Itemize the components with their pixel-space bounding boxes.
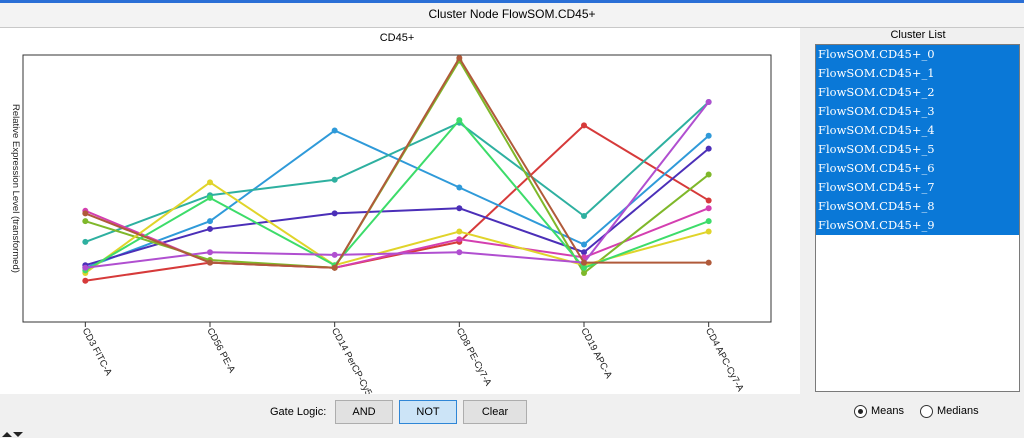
x-tick-label: CD8 PE-Cy7-A — [454, 326, 494, 388]
data-point — [331, 127, 338, 134]
data-point — [207, 194, 213, 201]
series-line — [84, 101, 710, 243]
cluster-list-item[interactable]: FlowSOM.CD45+_9 — [816, 216, 1019, 235]
data-point — [581, 264, 587, 271]
data-point — [581, 212, 587, 219]
data-point — [705, 132, 712, 139]
cluster-list-item[interactable]: FlowSOM.CD45+_8 — [816, 197, 1019, 216]
data-point — [331, 264, 338, 271]
means-label: Means — [871, 405, 905, 417]
data-point — [456, 55, 463, 61]
plot-frame — [22, 54, 772, 323]
cluster-list-item[interactable]: FlowSOM.CD45+_0 — [816, 45, 1019, 64]
means-radio[interactable]: Means — [854, 404, 904, 418]
data-point — [82, 210, 89, 217]
series-line — [84, 57, 709, 269]
cluster-list-item[interactable]: FlowSOM.CD45+_7 — [816, 178, 1019, 197]
data-point — [207, 249, 213, 256]
data-point — [581, 122, 587, 129]
data-point — [705, 145, 712, 152]
x-tick-label: CD4 APC-Cy7-A — [703, 326, 746, 394]
data-point — [705, 171, 712, 178]
data-point — [456, 184, 463, 191]
cluster-list-title: Cluster List — [890, 29, 946, 41]
data-point — [705, 197, 712, 204]
x-tick-label: CD19 APC-A — [578, 326, 614, 381]
data-point — [705, 205, 712, 212]
data-point — [82, 238, 89, 245]
radio-unselected-icon — [920, 404, 933, 418]
cluster-list[interactable]: FlowSOM.CD45+_0 FlowSOM.CD45+_1 FlowSOM.CD… — [815, 44, 1020, 392]
x-tick-label: CD56 PE-A — [204, 326, 237, 375]
cluster-list-item[interactable]: FlowSOM.CD45+_6 — [816, 159, 1019, 178]
data-point — [456, 228, 463, 235]
data-point — [705, 228, 712, 235]
data-point — [581, 241, 587, 248]
line-chart: CD45+ Relative Expression Level (transfor… — [10, 32, 772, 394]
data-point — [82, 218, 89, 225]
data-point — [705, 99, 712, 106]
data-point — [207, 225, 213, 232]
data-point — [82, 277, 89, 284]
data-point — [456, 205, 463, 212]
cluster-list-item[interactable]: FlowSOM.CD45+_2 — [816, 83, 1019, 102]
collapse-arrows-icon[interactable] — [0, 430, 30, 438]
cluster-list-item[interactable]: FlowSOM.CD45+_4 — [816, 121, 1019, 140]
chart-panel: CD45+ Relative Expression Level (transfor… — [0, 28, 800, 394]
x-tick-label: CD14 PerCP-Cy5.5-A — [329, 326, 382, 394]
gate-logic-label: Gate Logic: — [270, 406, 327, 418]
data-point — [581, 249, 587, 256]
clear-button[interactable]: Clear — [463, 400, 527, 424]
data-point — [207, 259, 213, 266]
and-button[interactable]: AND — [335, 400, 393, 424]
series-line — [84, 119, 710, 272]
chart-title: CD45+ — [380, 32, 415, 44]
data-point — [705, 218, 712, 225]
cluster-list-item[interactable]: FlowSOM.CD45+_5 — [816, 140, 1019, 159]
data-point — [581, 269, 587, 276]
data-point — [456, 249, 463, 256]
window-accent-line — [0, 0, 1024, 3]
data-point — [331, 251, 338, 258]
x-tick-label: CD3 FITC-A — [80, 326, 115, 378]
series-line — [84, 129, 710, 269]
cluster-list-item[interactable]: FlowSOM.CD45+_1 — [816, 64, 1019, 83]
window-title: Cluster Node FlowSOM.CD45+ — [0, 3, 1024, 28]
data-point — [82, 264, 89, 271]
series-line — [85, 124, 710, 282]
data-point — [581, 259, 587, 266]
data-point — [705, 259, 712, 266]
data-point — [456, 236, 463, 243]
data-point — [331, 210, 338, 217]
medians-radio[interactable]: Medians — [920, 404, 979, 418]
data-point — [207, 218, 213, 225]
radio-selected-icon — [854, 404, 867, 418]
y-axis-label: Relative Expression Level (transformed) — [10, 104, 21, 273]
medians-label: Medians — [937, 405, 979, 417]
data-point — [207, 179, 213, 186]
cluster-list-item[interactable]: FlowSOM.CD45+_3 — [816, 102, 1019, 121]
not-button[interactable]: NOT — [399, 400, 457, 424]
data-point — [456, 117, 463, 124]
data-point — [331, 176, 338, 183]
